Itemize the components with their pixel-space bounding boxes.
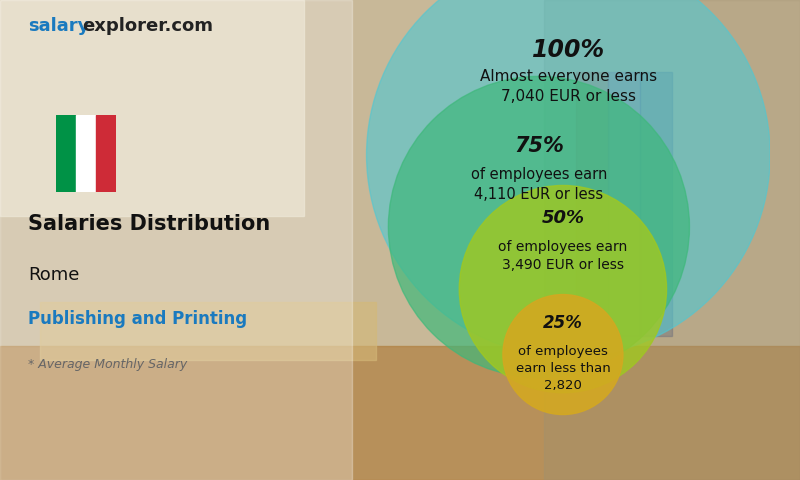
Circle shape <box>388 76 690 377</box>
Bar <box>0 0 304 216</box>
Circle shape <box>366 0 770 357</box>
Text: Rome: Rome <box>28 266 79 284</box>
Bar <box>608 72 640 336</box>
Circle shape <box>459 185 666 393</box>
Text: 25%: 25% <box>543 314 583 332</box>
Text: of employees
earn less than
2,820: of employees earn less than 2,820 <box>515 345 610 392</box>
Text: salary: salary <box>28 17 90 35</box>
Bar <box>40 302 376 360</box>
Bar <box>640 72 672 336</box>
Text: Almost everyone earns
7,040 EUR or less: Almost everyone earns 7,040 EUR or less <box>480 69 657 104</box>
Text: 75%: 75% <box>514 136 564 156</box>
Text: Publishing and Printing: Publishing and Printing <box>28 310 247 328</box>
Bar <box>576 72 608 336</box>
Bar <box>96 115 116 192</box>
Bar <box>0 346 800 480</box>
Text: Salaries Distribution: Salaries Distribution <box>28 214 270 234</box>
Text: explorer.com: explorer.com <box>82 17 214 35</box>
Bar <box>76 115 96 192</box>
Bar <box>56 115 76 192</box>
Text: 100%: 100% <box>532 38 605 62</box>
Bar <box>544 0 800 480</box>
Text: of employees earn
4,110 EUR or less: of employees earn 4,110 EUR or less <box>470 167 607 202</box>
Text: * Average Monthly Salary: * Average Monthly Salary <box>28 358 187 371</box>
Text: of employees earn
3,490 EUR or less: of employees earn 3,490 EUR or less <box>498 240 627 273</box>
Bar <box>0 0 352 480</box>
Text: 50%: 50% <box>542 209 585 228</box>
Circle shape <box>503 295 623 415</box>
